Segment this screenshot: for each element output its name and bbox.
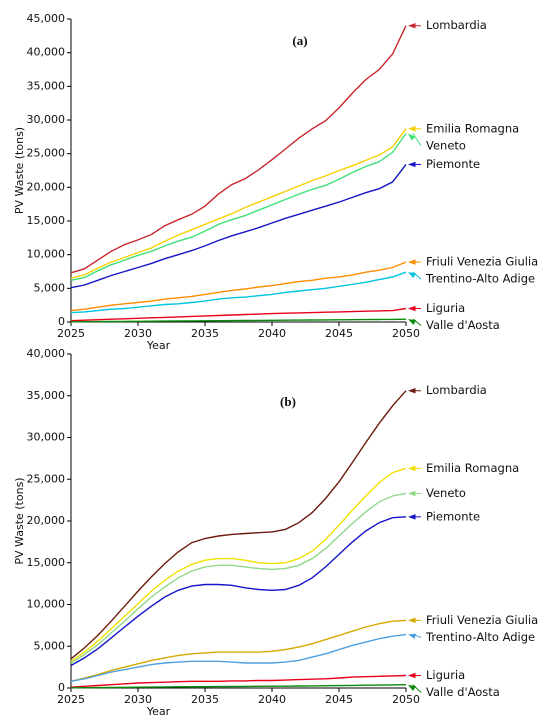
data-line	[70, 307, 407, 322]
y-tick-label: 30,000	[27, 431, 66, 444]
x-tick-label: 2030	[124, 327, 152, 340]
legend-label: Trentino-Alto Adige	[425, 630, 535, 644]
arrow-head	[408, 387, 416, 394]
y-tick-label: 20,000	[27, 180, 66, 193]
data-line	[70, 128, 407, 279]
data-line	[70, 674, 407, 688]
y-tick-label: 35,000	[27, 389, 66, 402]
x-tick-label: 2025	[57, 327, 85, 340]
y-tick-label: 5,000	[34, 281, 66, 294]
y-tick-label: 15,000	[27, 214, 66, 227]
legend-label: Piemonte	[426, 157, 480, 171]
y-tick-label: 0	[58, 681, 65, 694]
data-line	[70, 133, 407, 281]
legend-label: Emilia Romagna	[426, 461, 519, 475]
arrow-head	[408, 319, 416, 325]
arrow-head	[408, 490, 416, 497]
legend-label: Liguria	[426, 301, 465, 315]
y-tick-label: 40,000	[27, 46, 66, 59]
label-arrow	[412, 133, 422, 147]
data-line	[70, 25, 407, 274]
data-line	[70, 492, 407, 664]
data-line	[70, 633, 407, 682]
arrow-head	[408, 684, 416, 691]
x-axis-label: Year	[146, 339, 171, 352]
legend-label: Lombardia	[426, 18, 487, 32]
y-tick-label: 30,000	[27, 113, 66, 126]
data-line	[70, 163, 407, 289]
x-tick-label: 2035	[191, 327, 219, 340]
y-tick-label: 5,000	[34, 639, 66, 652]
arrow-head	[408, 633, 416, 639]
legend-label: Friuli Venezia Giulia	[426, 613, 538, 627]
y-tick-label: 10,000	[27, 598, 66, 611]
x-tick-label: 2045	[325, 327, 353, 340]
legend-label: Valle d'Aosta	[426, 685, 500, 699]
arrow-head	[408, 514, 416, 520]
data-line	[70, 516, 407, 667]
y-tick-label: 20,000	[27, 514, 66, 527]
y-tick-label: 35,000	[27, 79, 66, 92]
arrow-head	[408, 617, 416, 624]
x-axis-label: Year	[146, 705, 171, 718]
x-tick-label: 2030	[124, 693, 152, 706]
data-line	[70, 684, 407, 689]
arrow-head	[408, 161, 416, 168]
legend-label: Friuli Venezia Giulia	[426, 255, 538, 269]
data-line	[70, 619, 407, 682]
x-tick-label: 2035	[191, 693, 219, 706]
legend-label: Veneto	[426, 486, 466, 500]
y-axis-label: PV Waste (tons)	[13, 477, 26, 564]
chart-panel: 0 5,000 10,000 15,000 20,000 25,000 30,000 35,0…	[13, 12, 538, 352]
y-tick-label: 25,000	[27, 472, 66, 485]
data-line	[70, 261, 407, 312]
arrow-head	[408, 259, 416, 265]
legend-label: Emilia Romagna	[426, 121, 519, 135]
data-line	[70, 390, 407, 660]
legend-label: Piemonte	[426, 509, 480, 523]
x-tick-label: 2050	[392, 327, 420, 340]
x-tick-label: 2025	[57, 693, 85, 706]
arrow-head	[408, 672, 416, 679]
legend-label: Veneto	[426, 138, 466, 152]
y-tick-label: 10,000	[27, 248, 66, 261]
y-tick-label: 15,000	[27, 556, 66, 569]
data-line	[70, 467, 407, 662]
arrow-head	[408, 305, 416, 312]
arrow-head	[408, 272, 416, 279]
arrow-head	[408, 126, 416, 132]
legend-label: Liguria	[426, 668, 465, 682]
legend-label: Lombardia	[426, 383, 487, 397]
y-tick-label: 25,000	[27, 147, 66, 160]
x-tick-label: 2040	[258, 693, 286, 706]
y-tick-label: 45,000	[27, 12, 66, 25]
chart-panel: 0 5,000 10,000 15,000 20,000 25,000 30,000 35,0…	[13, 347, 538, 718]
legend-label: Trentino-Alto Adige	[425, 272, 535, 286]
y-axis-label: PV Waste (tons)	[13, 127, 26, 214]
arrow-head	[408, 465, 416, 472]
x-tick-label: 2040	[258, 327, 286, 340]
y-tick-label: 40,000	[27, 347, 66, 360]
data-line	[70, 271, 407, 314]
arrow-head	[408, 133, 416, 141]
y-tick-label: 0	[58, 315, 65, 328]
data-line	[70, 318, 407, 323]
chart-title: (a)	[292, 33, 307, 48]
arrow-head	[408, 22, 416, 29]
chart-title: (b)	[280, 394, 296, 409]
legend-label: Valle d'Aosta	[426, 318, 500, 332]
x-tick-label: 2045	[325, 693, 353, 706]
x-tick-label: 2050	[392, 693, 420, 706]
